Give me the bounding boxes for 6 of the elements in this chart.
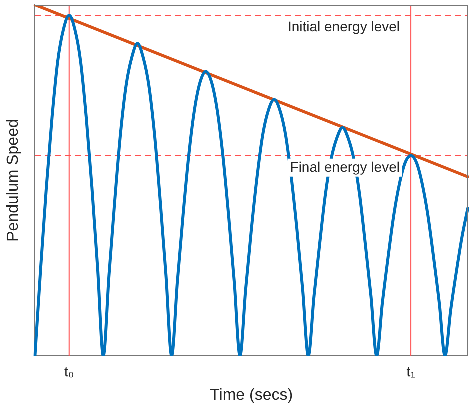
ref-line-label: Initial energy level: [288, 18, 400, 34]
y-axis-title: Pendulum Speed: [5, 119, 22, 242]
x-tick-label: t₀: [64, 363, 74, 380]
x-tick-label: t₁: [406, 363, 416, 380]
ref-line-label: Final energy level: [290, 158, 400, 175]
x-axis-title: Time (secs): [210, 386, 294, 404]
